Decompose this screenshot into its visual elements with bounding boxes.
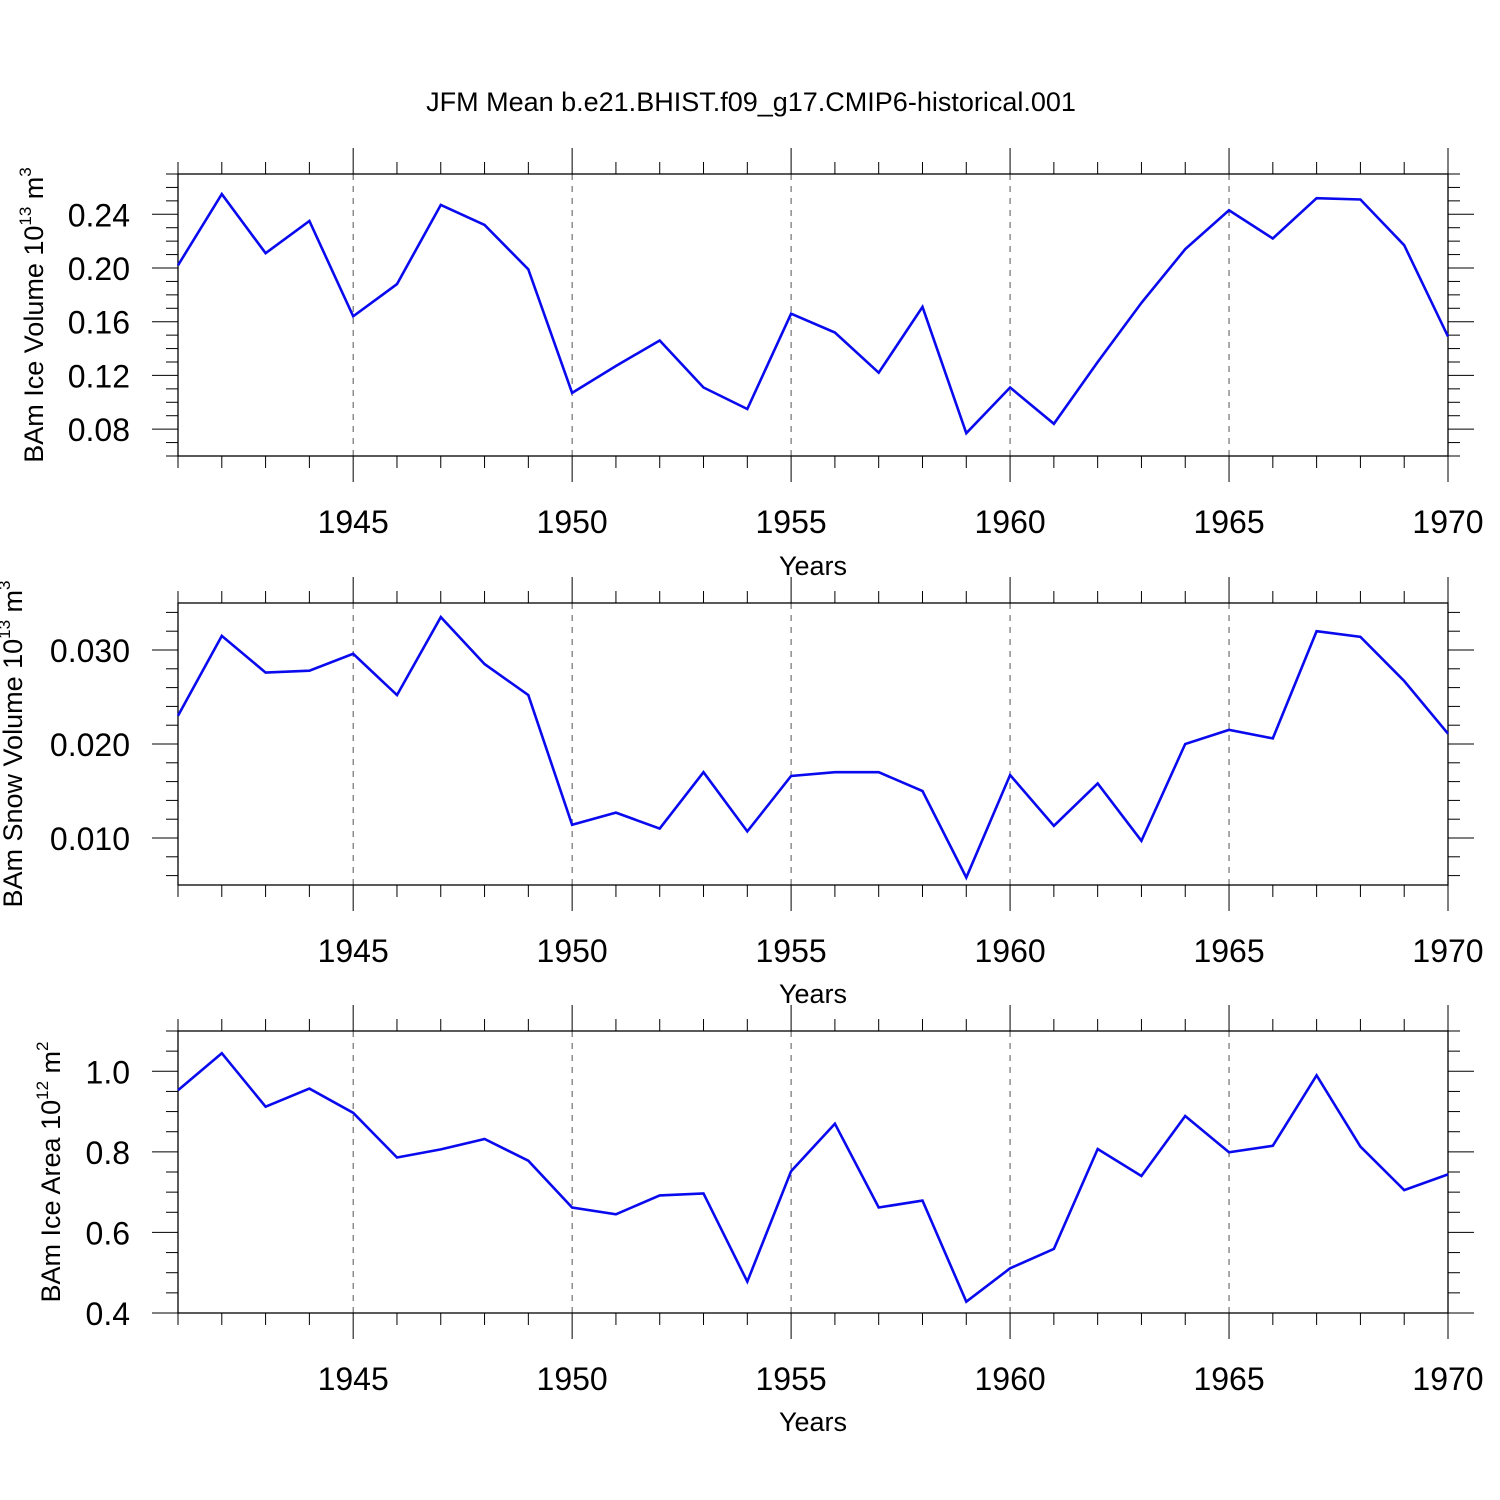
- x-axis-label: Years: [779, 551, 847, 581]
- y-axis-label: BAm Ice Volume 1013 m3: [16, 167, 49, 463]
- y-axis-label-unit-exponent: 3: [16, 167, 35, 176]
- x-tick-label: 1950: [537, 504, 608, 540]
- y-tick-label: 0.4: [86, 1296, 130, 1332]
- x-tick-label: 1945: [318, 1361, 389, 1397]
- y-tick-label: 0.030: [50, 633, 130, 669]
- y-axis-label-unit: m: [36, 1051, 66, 1081]
- y-axis-label-text: BAm Snow Volume 10: [0, 639, 28, 908]
- series-line: [177, 1051, 1449, 1304]
- y-axis-label-exponent: 12: [33, 1081, 52, 1100]
- y-axis-label-unit: m: [19, 177, 49, 207]
- series-line: [176, 191, 1450, 436]
- chart-title: JFM Mean b.e21.BHIST.f09_g17.CMIP6-histo…: [426, 87, 1076, 117]
- y-tick-label: 0.020: [50, 727, 130, 763]
- x-tick-label: 1955: [756, 1361, 827, 1397]
- x-tick-label: 1970: [1412, 933, 1483, 969]
- y-tick-label: 0.08: [68, 412, 130, 448]
- x-tick-label: 1970: [1412, 1361, 1483, 1397]
- panel-1: 0.08 0.12 0.16 0.20 0.24 1945 1950 1955 1960 1965…: [16, 148, 1484, 581]
- y-axis-label-text: BAm Ice Area 10: [36, 1100, 66, 1303]
- x-tick-label: 1950: [537, 933, 608, 969]
- x-tick-label: 1965: [1193, 1361, 1264, 1397]
- y-axis-label-unit-exponent: 2: [33, 1042, 52, 1051]
- y-axis-label-exponent: 13: [0, 620, 14, 639]
- y-axis-label-unit-exponent: 3: [0, 580, 14, 589]
- series-line: [176, 614, 1449, 881]
- y-axis-label: BAm Snow Volume 1013 m3: [0, 580, 28, 907]
- y-axis-label: BAm Ice Area 1012 m2: [33, 1042, 66, 1303]
- x-tick-label: 1965: [1193, 933, 1264, 969]
- y-tick-label: 1.0: [86, 1054, 130, 1090]
- x-tick-label: 1965: [1193, 504, 1264, 540]
- x-tick-label: 1960: [974, 504, 1045, 540]
- x-axis-label: Years: [779, 1407, 847, 1437]
- x-axis-label: Years: [779, 979, 847, 1009]
- panel-2: 0.010 0.020 0.030 1945 1950 1955 1960 1965 1970 Y…: [0, 577, 1484, 1009]
- x-tick-label: 1945: [318, 504, 389, 540]
- y-tick-label: 0.16: [68, 305, 130, 341]
- y-axis-label-text: BAm Ice Volume 10: [19, 226, 49, 463]
- plot-frame: [177, 173, 1449, 457]
- y-tick-label: 0.12: [68, 358, 130, 394]
- y-tick-label: 0.6: [86, 1215, 130, 1251]
- x-tick-label: 1970: [1412, 504, 1483, 540]
- x-tick-label: 1945: [318, 933, 389, 969]
- x-tick-label: 1960: [974, 1361, 1045, 1397]
- x-tick-label: 1955: [756, 933, 827, 969]
- x-tick-label: 1960: [974, 933, 1045, 969]
- y-tick-label: 0.20: [68, 251, 130, 287]
- y-axis-label-exponent: 13: [16, 207, 35, 226]
- y-tick-label: 0.24: [68, 197, 130, 233]
- x-tick-label: 1955: [756, 504, 827, 540]
- y-tick-label: 0.8: [86, 1135, 130, 1171]
- panel-3: 0.4 0.6 0.8 1.0 1945 1950 1955 1960 1965 1970 Year…: [33, 1005, 1484, 1437]
- x-tick-label: 1950: [537, 1361, 608, 1397]
- y-tick-label: 0.010: [50, 821, 130, 857]
- y-axis-label-unit: m: [0, 590, 28, 620]
